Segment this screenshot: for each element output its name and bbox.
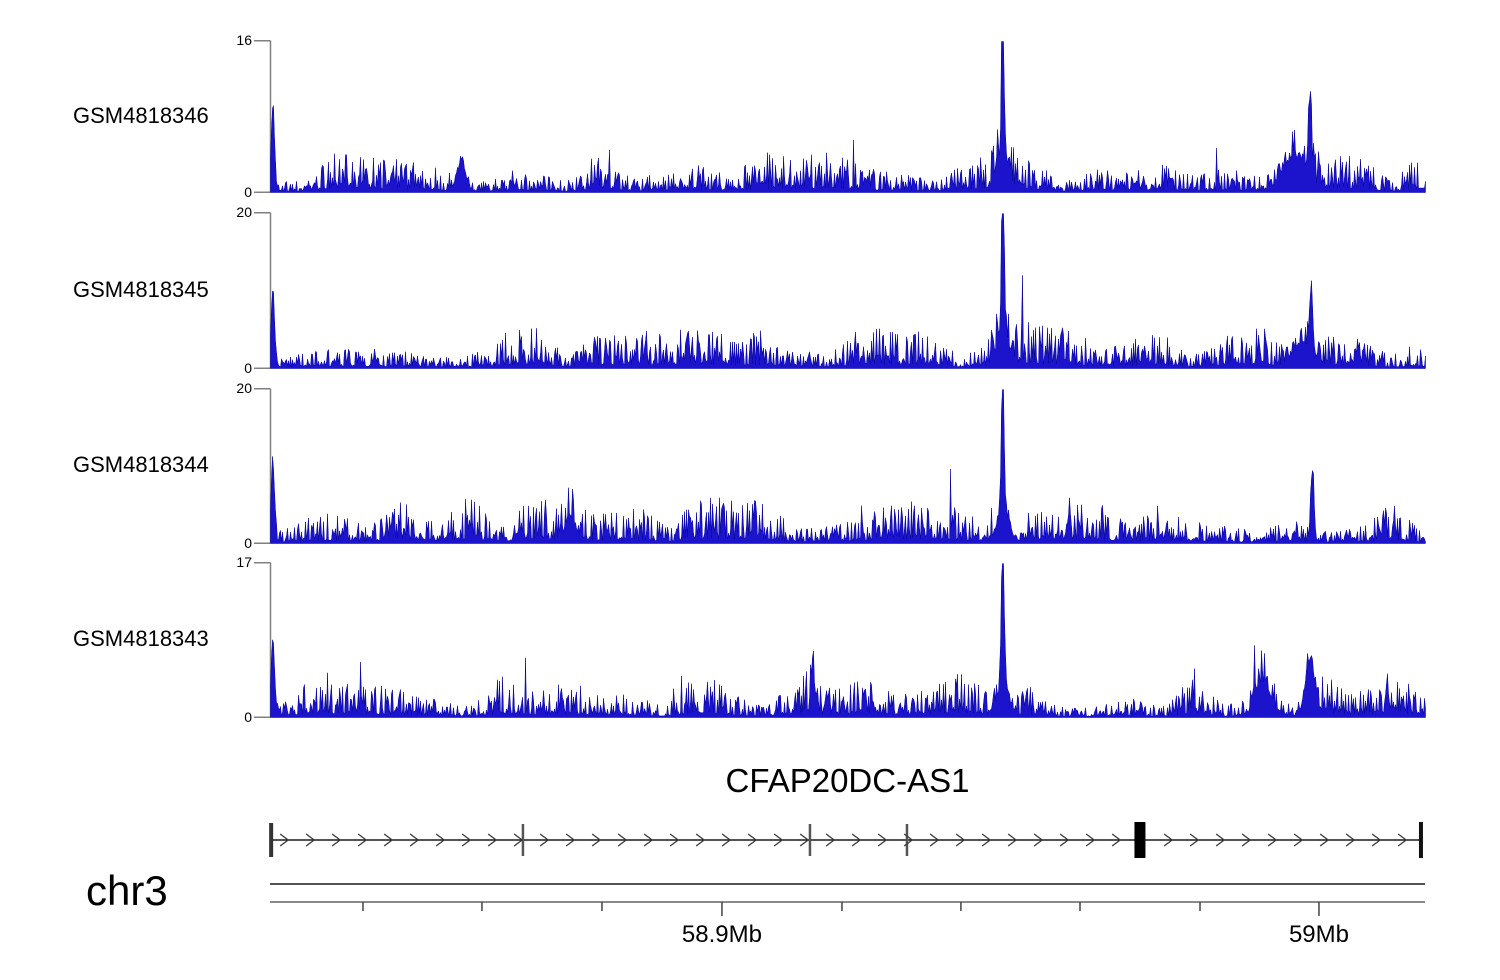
strand-direction-arrow-icon [1293,833,1304,847]
strand-direction-arrow-icon [539,833,550,847]
strand-direction-arrow-icon [383,833,394,847]
strand-direction-arrow-icon [1397,833,1408,847]
strand-direction-arrow-icon [799,833,810,847]
gene-name-title: CFAP20DC-AS1 [725,762,970,799]
strand-direction-arrow-icon [669,833,680,847]
yaxis-max-label: 20 [236,204,252,220]
coverage-track-gsm4818345 [250,212,1427,370]
strand-direction-arrow-icon [981,833,992,847]
strand-direction-arrow-icon [1189,833,1200,847]
gene-end-bar [1418,822,1423,858]
yaxis-zero-label: 0 [244,535,252,551]
strand-direction-arrow-icon [721,833,732,847]
track-label-gsm4818346: GSM4818346 [73,103,209,128]
coverage-signal [270,563,1426,718]
strand-direction-arrow-icon [1345,833,1356,847]
strand-direction-arrow-icon [1033,833,1044,847]
gene-start-bar [269,823,274,857]
ruler-tick-label: 59Mb [1289,921,1349,948]
yaxis-max-label: 17 [236,554,252,570]
strand-direction-arrow-icon [877,833,888,847]
strand-direction-arrow-icon [1007,833,1018,847]
exon-boundary-bar [905,824,909,856]
coverage-track-gsm4818346 [250,40,1427,194]
exon-boundary-bar [808,824,812,856]
strand-direction-arrow-icon [305,833,316,847]
strand-direction-arrow-icon [1267,833,1278,847]
strand-direction-arrow-icon [1215,833,1226,847]
coverage-track-gsm4818343 [250,562,1427,719]
strand-direction-arrow-icon [487,833,498,847]
strand-direction-arrow-icon [773,833,784,847]
strand-direction-arrow-icon [1163,833,1174,847]
coverage-signal [270,389,1426,544]
ruler-tick-label: 58.9Mb [682,921,762,948]
strand-direction-arrow-icon [461,833,472,847]
strand-direction-arrow-icon [643,833,654,847]
coverage-track-gsm4818344 [250,388,1427,545]
strand-direction-arrow-icon [747,833,758,847]
strand-direction-arrow-icon [1319,833,1330,847]
yaxis-max-label: 16 [236,32,252,48]
coverage-signal [270,213,1426,369]
strand-direction-arrow-icon [1371,833,1382,847]
exon-block [1134,822,1146,858]
track-label-gsm4818345: GSM4818345 [73,277,209,302]
strand-direction-arrow-icon [435,833,446,847]
strand-direction-arrow-icon [695,833,706,847]
strand-direction-arrow-icon [929,833,940,847]
strand-direction-arrow-icon [591,833,602,847]
strand-direction-arrow-icon [617,833,628,847]
strand-direction-arrow-icon [955,833,966,847]
yaxis-zero-label: 0 [244,184,252,200]
yaxis-zero-label: 0 [244,709,252,725]
strand-direction-arrow-icon [279,833,290,847]
yaxis-max-label: 20 [236,380,252,396]
strand-direction-arrow-icon [903,833,914,847]
strand-direction-arrow-icon [513,833,524,847]
track-label-gsm4818344: GSM4818344 [73,452,209,477]
gene-model-track [260,815,1435,865]
strand-direction-arrow-icon [1085,833,1096,847]
strand-direction-arrow-icon [565,833,576,847]
strand-direction-arrow-icon [1059,833,1070,847]
strand-direction-arrow-icon [409,833,420,847]
coverage-signal [270,41,1426,193]
strand-direction-arrow-icon [851,833,862,847]
yaxis-zero-label: 0 [244,360,252,376]
strand-direction-arrow-icon [331,833,342,847]
strand-direction-arrow-icon [825,833,836,847]
strand-direction-arrow-icon [1241,833,1252,847]
strand-direction-arrow-icon [1111,833,1122,847]
chromosome-axis: 58.9Mb 59Mb [260,878,1500,978]
strand-direction-arrow-icon [357,833,368,847]
track-label-gsm4818343: GSM4818343 [73,626,209,651]
chromosome-label: chr3 [86,867,168,914]
